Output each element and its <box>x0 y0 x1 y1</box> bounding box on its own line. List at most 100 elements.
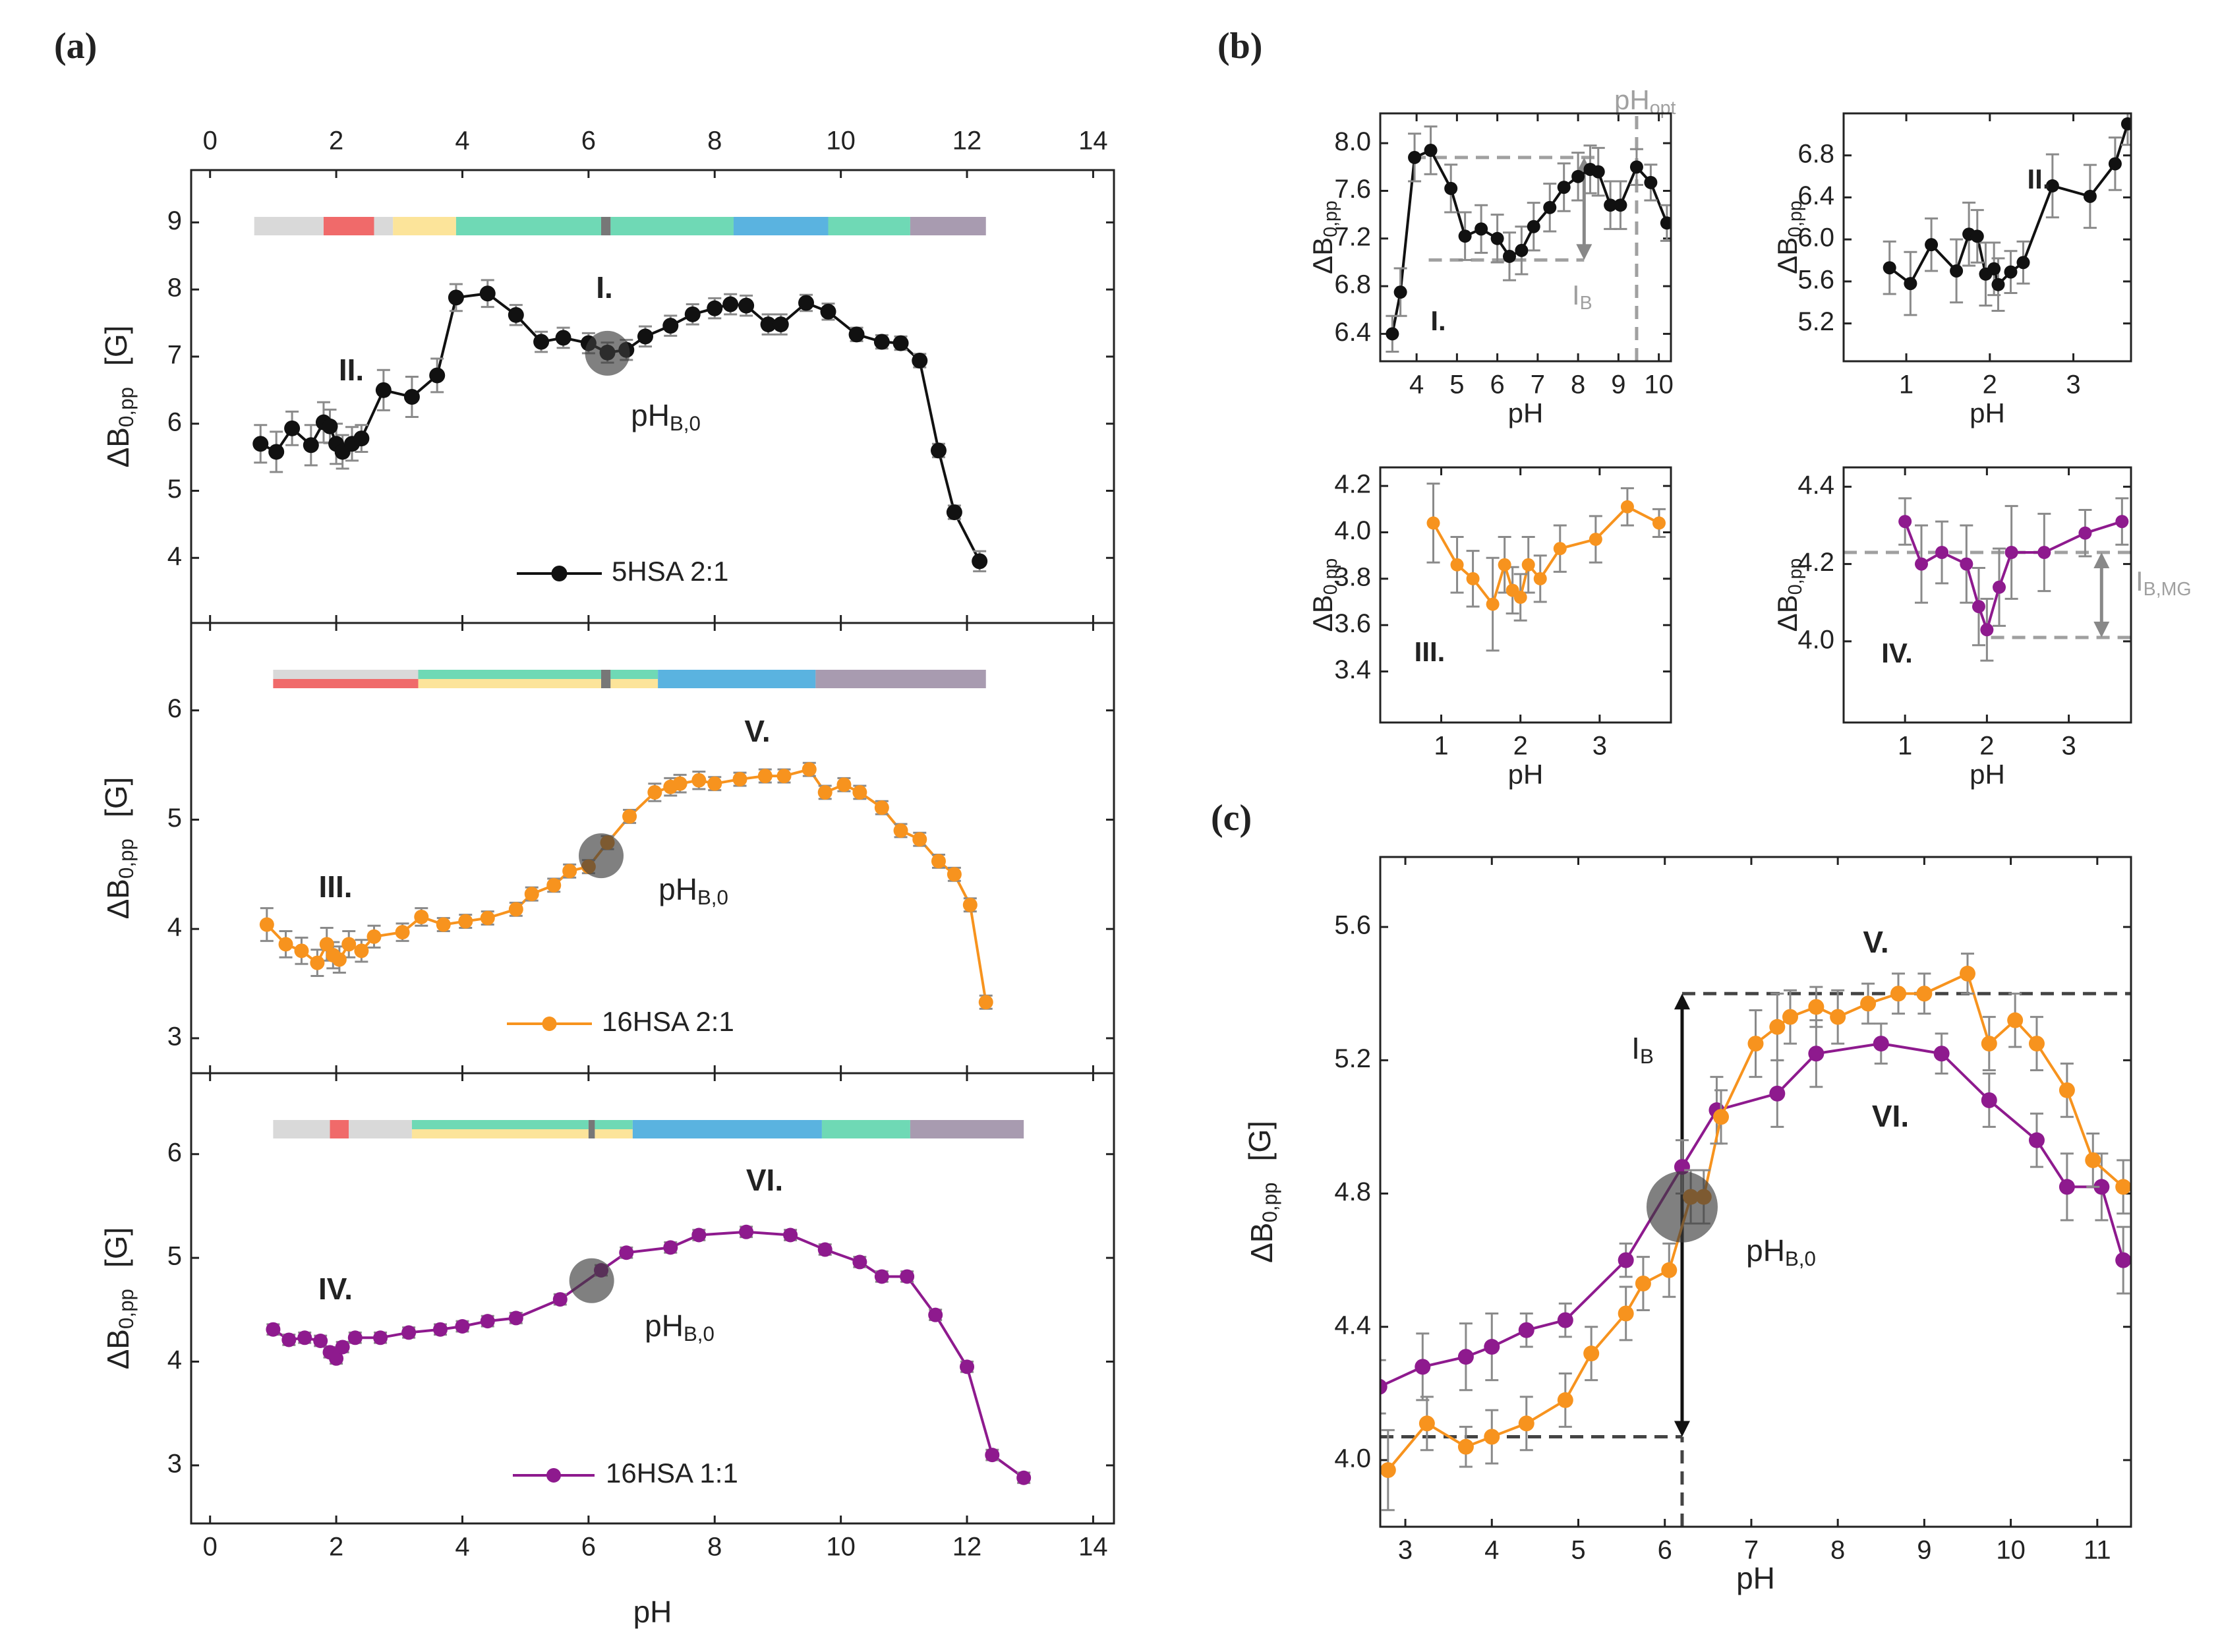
data-point <box>1890 986 1907 1002</box>
x-tick-label: 4 <box>1409 370 1424 399</box>
data-point <box>1950 264 1964 278</box>
data-point <box>672 776 687 791</box>
data-point <box>562 864 577 879</box>
plot-frame <box>1842 466 2132 724</box>
data-point <box>2085 1152 2101 1168</box>
y-tick-label: 6.8 <box>1334 270 1371 299</box>
series <box>259 761 993 1010</box>
data-point <box>802 762 817 777</box>
annotation: IB,MG <box>2136 566 2192 599</box>
series-line <box>1888 123 2129 287</box>
data-point <box>684 306 701 322</box>
data-point <box>1993 580 2006 594</box>
annotation: IV. <box>318 1272 353 1306</box>
data-point <box>930 442 947 459</box>
data-point <box>395 925 410 940</box>
data-point <box>647 784 662 800</box>
annotation: I. <box>596 270 613 305</box>
data-point <box>1424 144 1438 158</box>
x-axis-label: pH <box>633 1595 672 1629</box>
data-point <box>1484 1339 1500 1355</box>
x-tick-label: 10 <box>1996 1536 2026 1565</box>
y-axis-label-main: ΔB <box>1244 1222 1279 1262</box>
y-axis-label-sub: 0,pp <box>1785 200 1806 237</box>
y-tick-label: 7.6 <box>1334 175 1371 204</box>
data-point <box>1808 999 1825 1015</box>
data-point <box>946 504 962 521</box>
x-tick-label: 1 <box>1899 370 1913 399</box>
x-tick-label: 9 <box>1917 1536 1931 1565</box>
annotation: II. <box>2027 163 2050 194</box>
y-tick-label: 8.0 <box>1334 127 1371 156</box>
data-point <box>1980 623 1994 637</box>
annotation-main: pH <box>645 1309 684 1343</box>
data-point <box>874 800 889 815</box>
x-tick-label: 14 <box>1078 1533 1108 1562</box>
data-point <box>1527 220 1540 233</box>
data-point <box>1883 261 1896 275</box>
x-tick-label: 1 <box>1434 732 1448 761</box>
data-point <box>458 914 473 929</box>
series <box>1426 483 1666 652</box>
ph-band <box>658 670 816 688</box>
annotation-main: IV. <box>318 1272 353 1306</box>
y-tick-label: 6 <box>167 407 182 436</box>
legend-label: 16HSA 1:1 <box>606 1458 738 1489</box>
panel-label: (c) <box>1211 798 1252 839</box>
data-point <box>760 316 776 333</box>
data-point <box>817 1242 832 1257</box>
y-tick-label: 5 <box>167 804 182 833</box>
data-point <box>266 1322 281 1337</box>
y-tick-label: 3.4 <box>1334 655 1371 684</box>
data-point <box>366 929 382 944</box>
data-point <box>1557 1392 1573 1408</box>
x-tick-label: 7 <box>1531 370 1545 399</box>
data-point <box>1515 243 1529 257</box>
legend-label: 16HSA 2:1 <box>602 1006 734 1037</box>
legend-label: 5HSA 2:1 <box>612 556 728 587</box>
data-point <box>1620 500 1634 514</box>
data-point <box>310 955 325 970</box>
y-tick-label: 5.6 <box>1797 265 1834 294</box>
ph-band <box>349 1120 412 1138</box>
annotation: IB <box>1572 280 1592 313</box>
ph-b0-marker <box>569 1258 614 1303</box>
data-point <box>874 1269 889 1284</box>
x-tick-label: 6 <box>1658 1536 1672 1565</box>
annotation-main: VI. <box>1872 1099 1909 1133</box>
data-point <box>1915 557 1929 571</box>
x-tick-label: 12 <box>952 1533 982 1562</box>
plot-frame <box>190 1072 1115 1525</box>
data-point <box>259 917 274 932</box>
x-tick-label: 3 <box>2066 370 2080 399</box>
y-axis-label-main: ΔB <box>1772 237 1803 274</box>
data-point <box>1458 229 1472 243</box>
data-point <box>663 1240 678 1255</box>
y-axis-label: ΔB0,pp [G] <box>99 777 138 920</box>
data-point <box>480 1314 495 1329</box>
ph-band <box>595 1120 633 1129</box>
x-tick-label: 8 <box>707 127 722 156</box>
data-point <box>2093 1179 2110 1195</box>
data-point <box>401 1325 417 1340</box>
ph-band <box>733 217 829 235</box>
data-point <box>972 553 988 570</box>
arrow-head <box>1674 993 1690 1010</box>
data-point <box>1589 533 1602 546</box>
data-point <box>1629 160 1643 174</box>
y-axis-label-sub: 0,pp <box>115 387 138 427</box>
x-tick-label: 7 <box>1744 1536 1759 1565</box>
annotation: pHB,0 <box>645 1309 715 1345</box>
data-point <box>555 330 571 346</box>
y-tick-label: 3.6 <box>1334 609 1371 638</box>
y-axis-label-sub: 0,pp <box>115 839 138 879</box>
y-tick-label: 4.4 <box>1797 471 1834 500</box>
data-point <box>619 1245 634 1260</box>
ph-band <box>273 1120 330 1138</box>
data-point <box>1466 572 1480 585</box>
data-point <box>414 909 429 924</box>
x-axis-label: pH <box>1508 398 1544 428</box>
plot-frame <box>1379 466 1672 724</box>
y-tick-label: 3 <box>167 1022 182 1051</box>
data-point <box>1991 278 2005 291</box>
